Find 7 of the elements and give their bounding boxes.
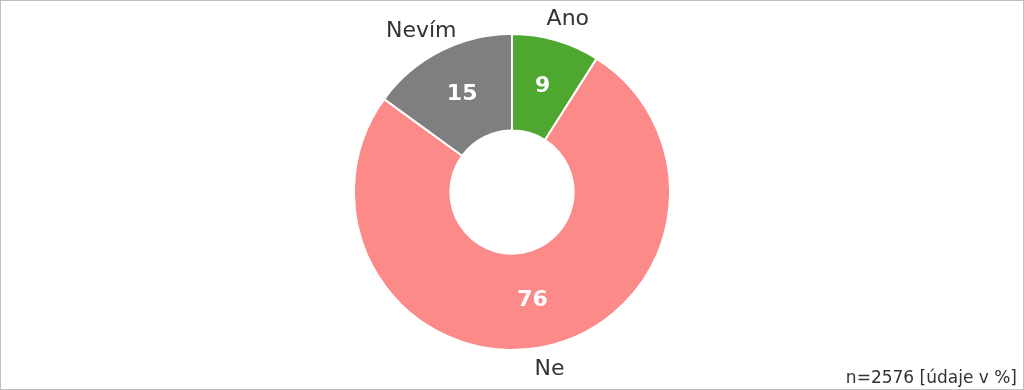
slice-label: Nevím [385, 17, 457, 43]
data-label: 9 [534, 72, 551, 98]
slice-label: Ne [534, 354, 565, 380]
data-label: 15 [446, 79, 478, 105]
data-label: 76 [517, 285, 548, 311]
text: n=2576 [údaje v %] [845, 367, 1017, 387]
slice-label: Ano [546, 4, 590, 30]
